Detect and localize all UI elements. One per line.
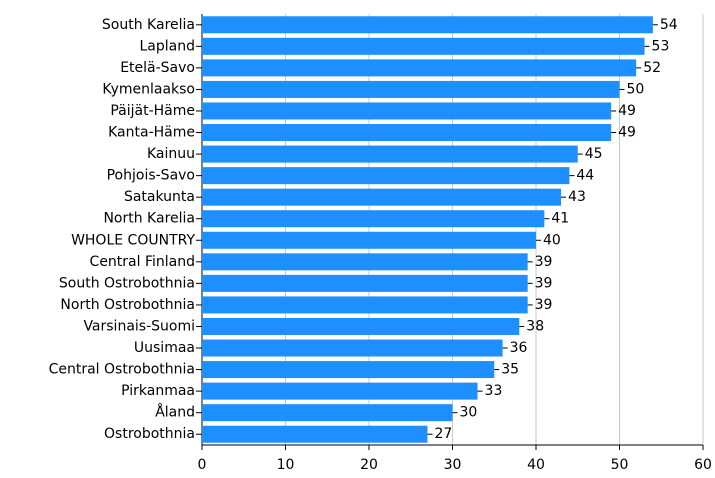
y-tick-label: Varsinais-Suomi bbox=[83, 318, 195, 334]
bar bbox=[202, 253, 528, 271]
bar bbox=[202, 339, 503, 357]
bar bbox=[202, 80, 620, 98]
value-label: 39 bbox=[535, 275, 553, 291]
y-tick-label: South Ostrobothnia bbox=[59, 275, 195, 291]
x-tick-label: 60 bbox=[694, 457, 712, 473]
x-tick-label: 10 bbox=[277, 457, 295, 473]
y-tick-label: Satakunta bbox=[124, 189, 195, 205]
y-tick-label: Pohjois-Savo bbox=[107, 168, 195, 184]
y-tick-label: Lapland bbox=[140, 38, 196, 54]
y-tick-label: Uusimaa bbox=[134, 340, 195, 356]
y-tick-label: Åland bbox=[155, 404, 195, 421]
value-label: 49 bbox=[618, 103, 636, 119]
y-tick-label: North Karelia bbox=[103, 211, 195, 227]
value-label: 43 bbox=[568, 189, 586, 205]
y-tick-label: Kainuu bbox=[147, 146, 195, 162]
value-label: 40 bbox=[543, 232, 561, 248]
value-label: 36 bbox=[510, 340, 528, 356]
bar bbox=[202, 124, 612, 142]
x-tick-label: 20 bbox=[360, 457, 378, 473]
value-label: 52 bbox=[643, 60, 661, 76]
value-label: 50 bbox=[627, 81, 645, 97]
value-label: 30 bbox=[460, 405, 478, 421]
y-tick-label: WHOLE COUNTRY bbox=[71, 232, 195, 248]
x-tick-label: 40 bbox=[527, 457, 545, 473]
x-tick-label: 50 bbox=[611, 457, 629, 473]
value-label: 49 bbox=[618, 125, 636, 141]
bar bbox=[202, 361, 495, 379]
value-label: 41 bbox=[551, 211, 569, 227]
bar bbox=[202, 102, 612, 120]
bar bbox=[202, 296, 528, 314]
y-tick-label: Central Ostrobothnia bbox=[49, 362, 195, 378]
bar bbox=[202, 37, 645, 55]
y-tick-label: Kymenlaakso bbox=[102, 81, 195, 97]
value-label: 27 bbox=[434, 426, 452, 442]
value-label: 44 bbox=[576, 168, 594, 184]
y-tick-label: South Karelia bbox=[102, 17, 195, 33]
value-label: 54 bbox=[660, 17, 678, 33]
value-label: 35 bbox=[501, 362, 519, 378]
y-tick-label: Kanta-Häme bbox=[108, 125, 195, 141]
y-tick-label: North Ostrobothnia bbox=[60, 297, 195, 313]
bar bbox=[202, 231, 536, 249]
bar bbox=[202, 188, 562, 206]
bar bbox=[202, 145, 578, 163]
x-tick-label: 0 bbox=[198, 457, 207, 473]
value-label: 33 bbox=[485, 383, 503, 399]
bar bbox=[202, 425, 428, 443]
value-label: 53 bbox=[652, 38, 670, 54]
bar bbox=[202, 274, 528, 292]
y-tick-label: Central Finland bbox=[90, 254, 195, 270]
value-label: 39 bbox=[535, 297, 553, 313]
value-label: 39 bbox=[535, 254, 553, 270]
y-tick-label: Päijät-Häme bbox=[110, 103, 195, 119]
bar bbox=[202, 16, 653, 34]
bar bbox=[202, 317, 520, 335]
y-tick-label: Etelä-Savo bbox=[120, 60, 195, 76]
bar bbox=[202, 210, 545, 228]
value-label: 45 bbox=[585, 146, 603, 162]
bar bbox=[202, 167, 570, 185]
bar bbox=[202, 382, 478, 400]
y-tick-label: Ostrobothnia bbox=[104, 426, 195, 442]
value-label: 38 bbox=[526, 318, 544, 334]
bar bbox=[202, 404, 453, 422]
bar bbox=[202, 59, 637, 77]
x-tick-label: 30 bbox=[444, 457, 462, 473]
y-tick-label: Pirkanmaa bbox=[121, 383, 195, 399]
